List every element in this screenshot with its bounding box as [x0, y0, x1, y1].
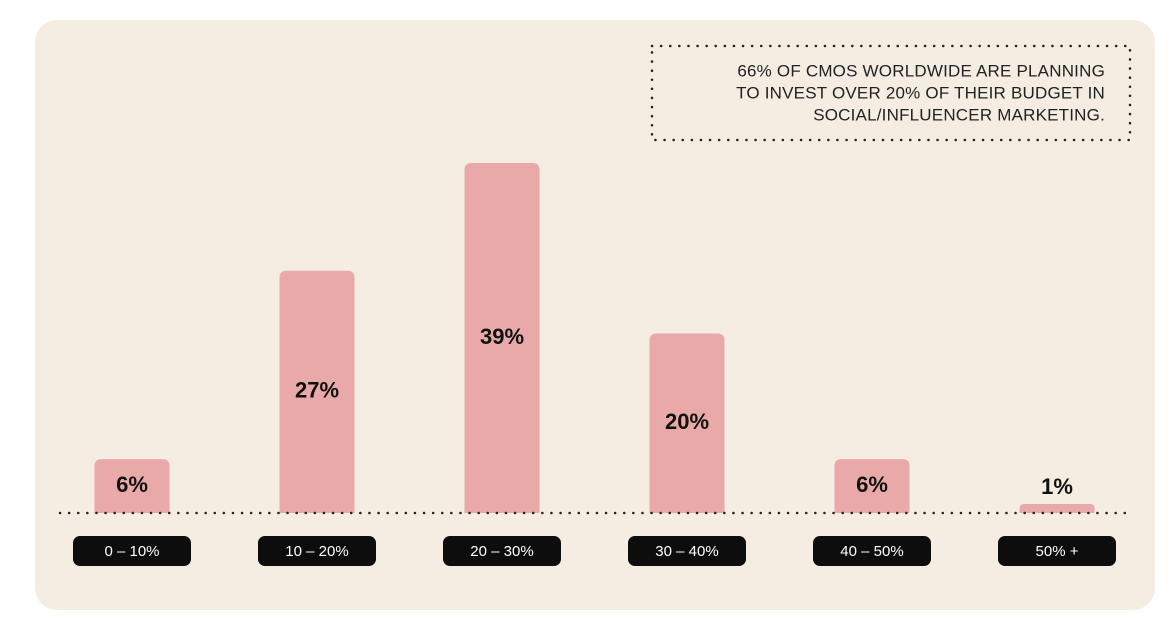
x-tick-label: 30 – 40%	[655, 543, 718, 560]
category-pill	[73, 536, 191, 566]
annotation: SOCIAL/INFLUENCER MARKETING.	[813, 105, 1105, 124]
value-label: 20%	[665, 409, 709, 434]
category-pill	[998, 536, 1116, 566]
annotation: TO INVEST OVER 20% OF THEIR BUDGET IN	[736, 83, 1105, 102]
category-pill	[258, 536, 376, 566]
x-tick-label: 40 – 50%	[840, 543, 903, 560]
x-tick-label: 50% +	[1036, 543, 1079, 560]
x-tick-label: 20 – 30%	[470, 543, 533, 560]
value-label: 1%	[1041, 474, 1073, 499]
x-tick-label: 0 – 10%	[104, 543, 159, 560]
annotation: 66% OF CMOS WORLDWIDE ARE PLANNING	[737, 61, 1105, 80]
value-label: 6%	[856, 472, 888, 497]
x-tick-label: 10 – 20%	[285, 543, 348, 560]
bar	[94, 459, 170, 513]
bar	[279, 270, 355, 513]
category-pill	[443, 536, 561, 566]
value-label: 6%	[116, 472, 148, 497]
bar	[464, 163, 540, 513]
bar	[1019, 504, 1095, 513]
bar	[649, 333, 725, 513]
value-label: 27%	[295, 378, 339, 403]
value-label: 39%	[480, 324, 524, 349]
category-pill	[813, 536, 931, 566]
bar	[834, 459, 910, 513]
annotation-box	[650, 44, 1132, 142]
category-pill	[628, 536, 746, 566]
